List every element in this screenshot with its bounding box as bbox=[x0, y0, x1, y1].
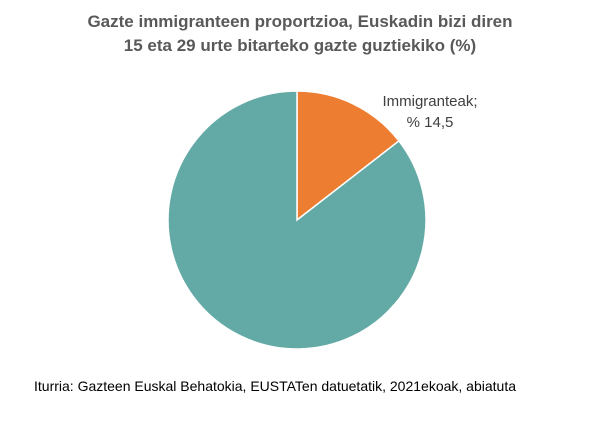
pie-slice-immigranteak bbox=[296, 90, 400, 222]
pie-slice-other bbox=[167, 90, 427, 350]
slice-label-name: Immigranteak; bbox=[382, 93, 478, 110]
chart-title: Gazte immigranteen proportzioa, Euskadin… bbox=[0, 10, 600, 58]
chart-title-line-2: 15 eta 29 urte bitarteko gazte guztiekik… bbox=[123, 36, 477, 55]
slice-label-immigranteak: Immigranteak; % 14,5 bbox=[375, 91, 485, 133]
source-note: Iturria: Gazteen Euskal Behatokia, EUSTA… bbox=[34, 378, 516, 394]
slice-label-value: % 14,5 bbox=[406, 114, 454, 131]
chart-title-line-1: Gazte immigranteen proportzioa, Euskadin… bbox=[87, 12, 513, 31]
